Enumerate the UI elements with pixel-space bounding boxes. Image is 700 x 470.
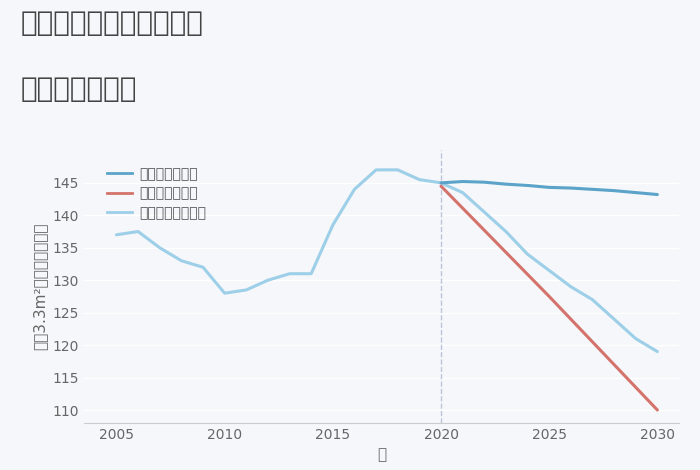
- Line: ノーマルシナリオ: ノーマルシナリオ: [116, 170, 657, 352]
- ノーマルシナリオ: [458, 190, 467, 196]
- グッドシナリオ: [458, 179, 467, 184]
- ノーマルシナリオ: [177, 258, 186, 264]
- ノーマルシナリオ: [631, 336, 640, 341]
- ノーマルシナリオ: [653, 349, 662, 354]
- X-axis label: 年: 年: [377, 447, 386, 462]
- バッドシナリオ: [653, 407, 662, 413]
- ノーマルシナリオ: [286, 271, 294, 276]
- ノーマルシナリオ: [415, 177, 424, 182]
- ノーマルシナリオ: [610, 316, 618, 322]
- グッドシナリオ: [545, 185, 554, 190]
- Y-axis label: 坪（3.3m²）単価（万円）: 坪（3.3m²）単価（万円）: [32, 223, 47, 351]
- グッドシナリオ: [502, 181, 510, 187]
- ノーマルシナリオ: [480, 209, 489, 215]
- ノーマルシナリオ: [566, 284, 575, 290]
- グッドシナリオ: [631, 190, 640, 196]
- グッドシナリオ: [524, 183, 532, 188]
- ノーマルシナリオ: [350, 187, 358, 192]
- Line: バッドシナリオ: バッドシナリオ: [441, 186, 657, 410]
- ノーマルシナリオ: [437, 180, 445, 186]
- ノーマルシナリオ: [112, 232, 120, 238]
- ノーマルシナリオ: [372, 167, 380, 172]
- ノーマルシナリオ: [393, 167, 402, 172]
- ノーマルシナリオ: [264, 277, 272, 283]
- Legend: グッドシナリオ, バッドシナリオ, ノーマルシナリオ: グッドシナリオ, バッドシナリオ, ノーマルシナリオ: [103, 163, 210, 224]
- ノーマルシナリオ: [199, 265, 207, 270]
- グッドシナリオ: [480, 180, 489, 185]
- グッドシナリオ: [588, 187, 596, 192]
- グッドシナリオ: [653, 192, 662, 197]
- ノーマルシナリオ: [220, 290, 229, 296]
- ノーマルシナリオ: [134, 229, 142, 235]
- Text: 土地の価格推移: 土地の価格推移: [21, 75, 137, 103]
- ノーマルシナリオ: [242, 287, 251, 293]
- グッドシナリオ: [610, 188, 618, 194]
- ノーマルシナリオ: [588, 297, 596, 303]
- ノーマルシナリオ: [155, 245, 164, 251]
- ノーマルシナリオ: [545, 267, 554, 273]
- ノーマルシナリオ: [328, 222, 337, 228]
- バッドシナリオ: [545, 294, 554, 299]
- Text: 兵庫県西宮市西波止町の: 兵庫県西宮市西波止町の: [21, 9, 204, 38]
- グッドシナリオ: [437, 180, 445, 186]
- ノーマルシナリオ: [307, 271, 316, 276]
- ノーマルシナリオ: [524, 251, 532, 257]
- ノーマルシナリオ: [502, 229, 510, 235]
- バッドシナリオ: [437, 183, 445, 189]
- Line: グッドシナリオ: グッドシナリオ: [441, 181, 657, 195]
- グッドシナリオ: [566, 185, 575, 191]
